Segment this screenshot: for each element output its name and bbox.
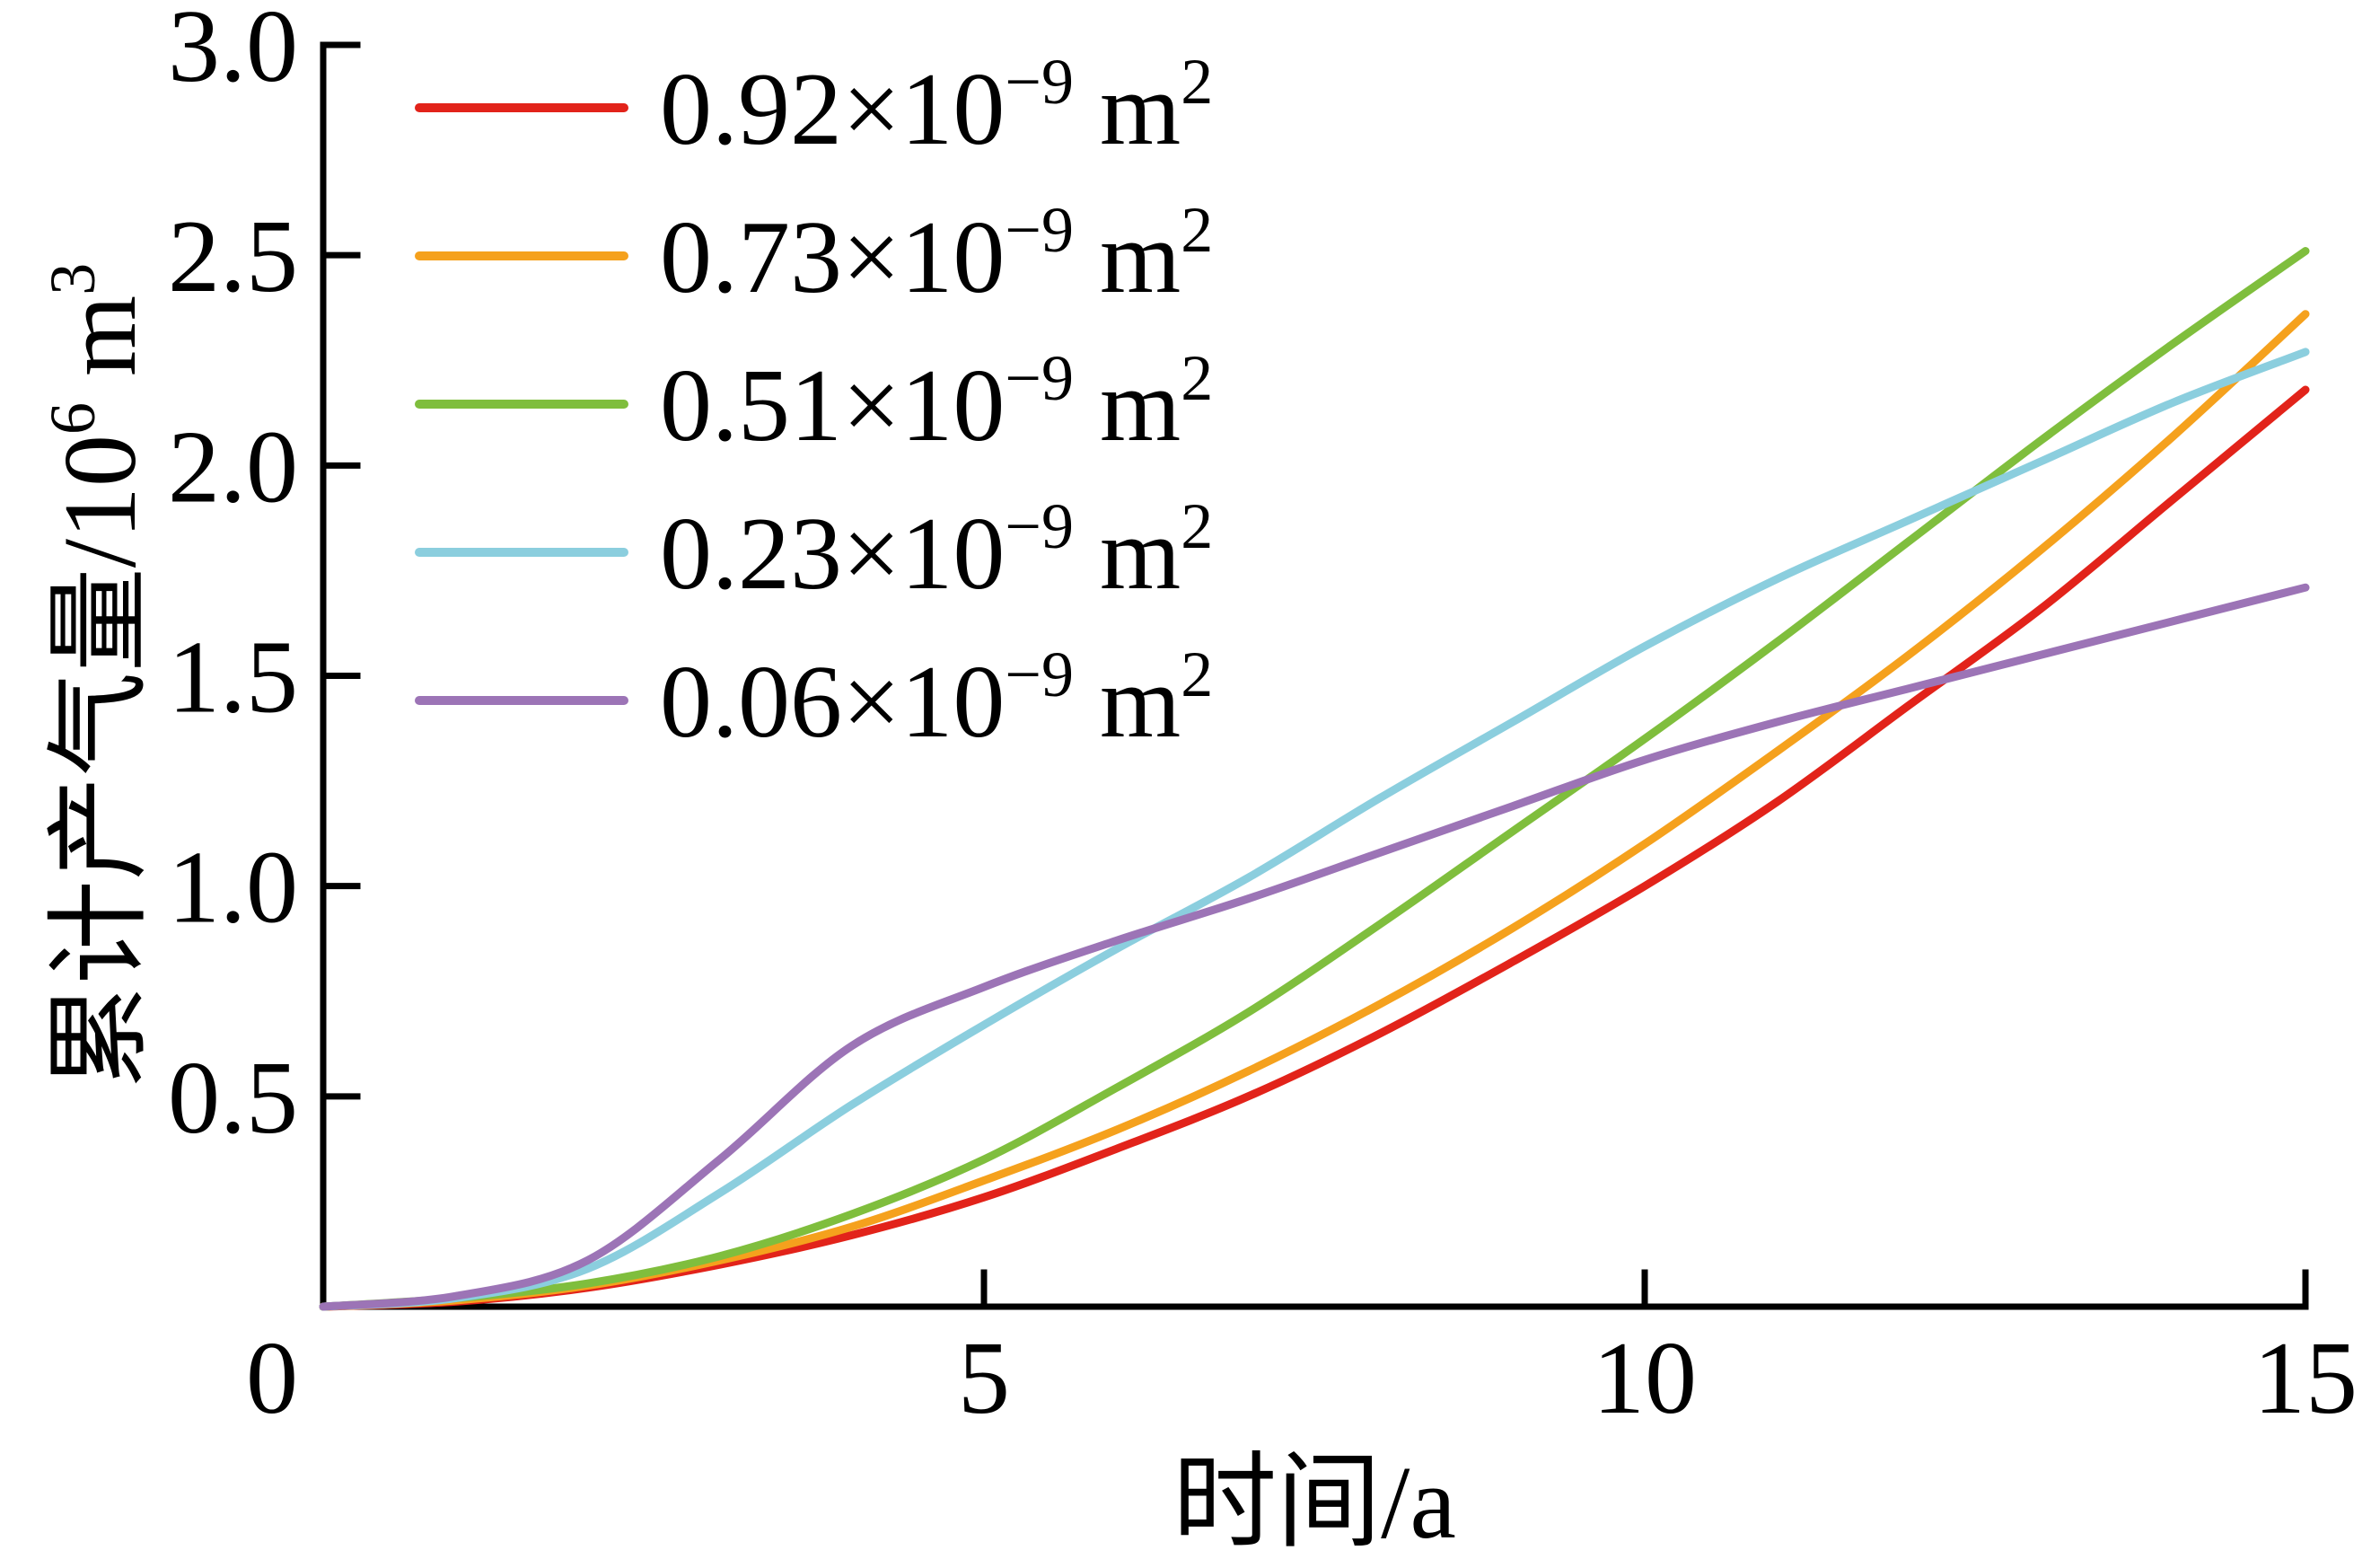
superscript-text: 6 bbox=[37, 402, 109, 435]
label-text: 累计产气量/10 bbox=[43, 435, 158, 1088]
legend-item: 0.23×10−9 m2 bbox=[415, 490, 1213, 612]
label-text: 3.0 bbox=[168, 0, 298, 104]
superscript-text: −9 bbox=[1005, 490, 1074, 562]
label-text: m bbox=[1074, 348, 1181, 463]
label-text: m bbox=[1074, 52, 1181, 167]
y-tick-label: 2.5 bbox=[168, 199, 298, 314]
label-text: m bbox=[43, 295, 158, 402]
label-text: 5 bbox=[958, 1321, 1010, 1436]
origin-tick-label: 0 bbox=[246, 1321, 298, 1436]
series-line-3 bbox=[319, 348, 2310, 1311]
label-text: m bbox=[1074, 200, 1181, 315]
legend-label: 0.06×10−9 m2 bbox=[660, 639, 1213, 760]
label-text: 0.51×10 bbox=[660, 348, 1005, 463]
x-tick-label: 15 bbox=[2253, 1321, 2358, 1436]
label-text: 1.0 bbox=[168, 831, 298, 946]
legend-label: 0.23×10−9 m2 bbox=[660, 490, 1213, 612]
y-tick-label: 1.5 bbox=[168, 621, 298, 736]
legend-item: 0.51×10−9 m2 bbox=[415, 342, 1213, 463]
label-text: 2.0 bbox=[168, 410, 298, 524]
y-tick-label: 1.0 bbox=[168, 831, 298, 946]
label-text: 0.92×10 bbox=[660, 52, 1005, 167]
label-text: 0.73×10 bbox=[660, 200, 1005, 315]
legend-label: 0.92×10−9 m2 bbox=[660, 46, 1213, 167]
label-text: m bbox=[1074, 645, 1181, 760]
legend-item: 0.73×10−9 m2 bbox=[415, 194, 1213, 315]
legend: 0.92×10−9 m20.73×10−9 m20.51×10−9 m20.23… bbox=[415, 46, 1213, 760]
label-text: 0.06×10 bbox=[660, 645, 1005, 760]
series-line-4 bbox=[319, 583, 2310, 1311]
y-axis-title: 累计产气量/106 m3 bbox=[37, 263, 158, 1088]
label-text: 0.23×10 bbox=[660, 497, 1005, 612]
superscript-text: 2 bbox=[1181, 639, 1213, 710]
label-text: 0.5 bbox=[168, 1041, 298, 1156]
series-line-0 bbox=[319, 385, 2310, 1311]
legend-label: 0.51×10−9 m2 bbox=[660, 342, 1213, 463]
y-tick-label: 0.5 bbox=[168, 1041, 298, 1156]
superscript-text: −9 bbox=[1005, 342, 1074, 414]
superscript-text: 2 bbox=[1181, 490, 1213, 562]
y-tick-label: 2.0 bbox=[168, 410, 298, 524]
label-text: 10 bbox=[1593, 1321, 1697, 1436]
y-tick-label: 3.0 bbox=[168, 0, 298, 104]
label-text: 1.5 bbox=[168, 621, 298, 736]
tick-labels: 0.5 1.0 1.5 2.0 2.5 3.0 5 10 15 0 bbox=[168, 0, 2358, 1436]
label-text: m bbox=[1074, 497, 1181, 612]
legend-label: 0.73×10−9 m2 bbox=[660, 194, 1213, 315]
superscript-text: −9 bbox=[1005, 639, 1074, 710]
superscript-text: −9 bbox=[1005, 194, 1074, 266]
x-tick-label: 10 bbox=[1593, 1321, 1697, 1436]
label-text: 15 bbox=[2253, 1321, 2358, 1436]
superscript-text: 2 bbox=[1181, 342, 1213, 414]
series-group bbox=[319, 247, 2310, 1311]
x-axis-title: 时间/a bbox=[1172, 1446, 1456, 1561]
series-line-2 bbox=[319, 247, 2310, 1311]
axes bbox=[320, 41, 2309, 1310]
superscript-text: 2 bbox=[1181, 46, 1213, 118]
superscript-text: 2 bbox=[1181, 194, 1213, 266]
legend-item: 0.06×10−9 m2 bbox=[415, 639, 1213, 760]
x-tick-label: 5 bbox=[958, 1321, 1010, 1436]
label-text: 2.5 bbox=[168, 199, 298, 314]
superscript-text: −9 bbox=[1005, 46, 1074, 118]
label-text: 时间/a bbox=[1172, 1446, 1456, 1561]
label-text: 0 bbox=[246, 1321, 298, 1436]
superscript-text: 3 bbox=[37, 263, 109, 295]
legend-item: 0.92×10−9 m2 bbox=[415, 46, 1213, 167]
